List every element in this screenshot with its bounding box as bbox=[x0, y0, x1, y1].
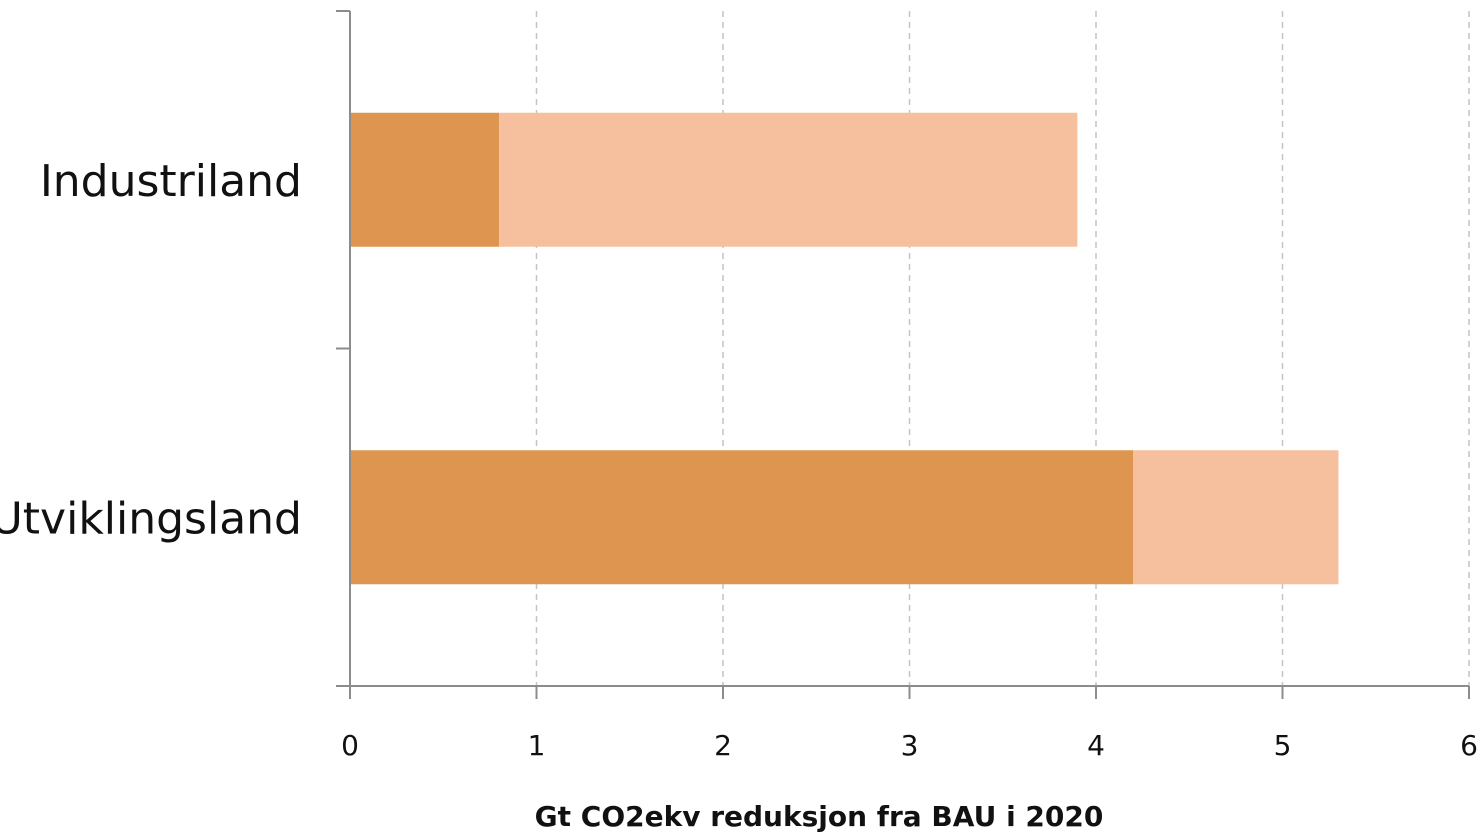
x-tick-label-4: 4 bbox=[1087, 729, 1105, 762]
bar-industriland-segment-2 bbox=[499, 112, 1078, 247]
x-tick-label-2: 2 bbox=[714, 729, 732, 762]
x-tick-label-0: 0 bbox=[341, 729, 359, 762]
axes bbox=[336, 11, 1469, 687]
labels: 0 1 2 3 4 5 6 Industriland Utviklingsland bbox=[0, 156, 1478, 762]
bar-utviklingsland-segment-1 bbox=[350, 450, 1134, 585]
ticks bbox=[336, 10, 1470, 699]
x-tick-label-5: 5 bbox=[1274, 729, 1292, 762]
category-label-utviklingsland: Utviklingsland bbox=[0, 493, 302, 544]
bar-utviklingsland-segment-2 bbox=[1133, 450, 1339, 585]
x-tick-label-6: 6 bbox=[1460, 729, 1478, 762]
x-tick-label-3: 3 bbox=[901, 729, 919, 762]
x-tick-label-1: 1 bbox=[528, 729, 546, 762]
bar-industriland-segment-1 bbox=[350, 112, 500, 247]
category-label-industriland: Industriland bbox=[40, 156, 302, 207]
gridlines bbox=[535, 11, 1470, 686]
x-axis-title: Gt CO2ekv reduksjon fra BAU i 2020 bbox=[535, 800, 1104, 833]
bars bbox=[350, 112, 1339, 585]
